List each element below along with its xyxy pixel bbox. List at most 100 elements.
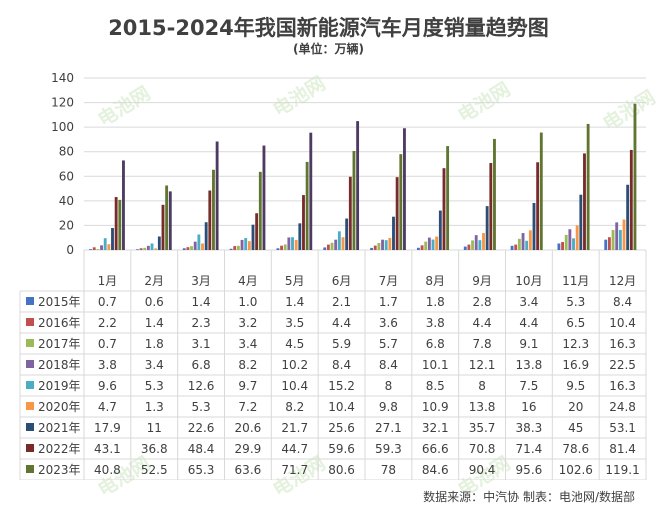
data-label: 8.4	[332, 358, 351, 372]
data-label: 78.6	[562, 442, 589, 456]
bar	[291, 237, 294, 250]
data-label: 84.6	[422, 463, 449, 477]
data-label: 3.4	[238, 337, 257, 351]
bar	[528, 230, 532, 250]
data-label: 16	[521, 400, 536, 414]
bar	[348, 176, 352, 250]
data-label: 4.7	[98, 400, 117, 414]
data-label: 2.8	[473, 295, 492, 309]
data-label: 78	[381, 463, 396, 477]
data-label: 29.9	[235, 442, 262, 456]
y-tick-label: 100	[51, 120, 74, 134]
bar	[262, 145, 266, 250]
data-label: 52.5	[141, 463, 168, 477]
bar	[532, 202, 536, 250]
data-label: 4.5	[285, 337, 304, 351]
bar	[626, 184, 630, 250]
data-label: 9.5	[566, 379, 585, 393]
data-label: 7.8	[473, 337, 492, 351]
data-label: 12.6	[188, 379, 215, 393]
bar	[330, 242, 334, 250]
data-label: 80.6	[328, 463, 355, 477]
x-tick-label: 5月	[285, 274, 305, 288]
source-note: 数据来源：中汽协 制表：电池网/数据部	[423, 490, 635, 504]
bar	[258, 171, 262, 250]
bar	[190, 246, 193, 250]
data-label: 0.7	[98, 295, 117, 309]
data-label: 3.8	[98, 358, 117, 372]
legend-swatch	[26, 297, 34, 305]
bar	[96, 249, 100, 250]
data-label: 13.8	[516, 358, 543, 372]
bar	[579, 194, 583, 250]
data-label: 5.7	[379, 337, 398, 351]
bar	[233, 246, 237, 250]
bar	[236, 245, 240, 250]
bar	[467, 244, 471, 250]
legend-swatch	[26, 402, 34, 410]
bar	[89, 249, 93, 250]
data-label: 71.7	[281, 463, 308, 477]
data-label: 7.2	[238, 400, 257, 414]
x-tick-label: 11月	[562, 274, 589, 288]
data-label: 24.8	[609, 400, 636, 414]
bar	[373, 245, 377, 250]
bar	[341, 237, 345, 250]
bar	[186, 247, 190, 250]
data-label: 9.7	[238, 379, 257, 393]
bar	[197, 234, 201, 250]
bar	[161, 204, 165, 250]
bar	[146, 245, 150, 250]
data-label: 11	[147, 421, 162, 435]
bar	[493, 138, 496, 250]
gridlines	[84, 77, 646, 251]
bar	[215, 141, 219, 250]
bar	[510, 245, 514, 250]
bar	[247, 241, 251, 250]
bar	[384, 240, 388, 250]
data-label: 22.5	[609, 358, 636, 372]
bar	[122, 160, 125, 250]
x-tick-label: 12月	[609, 274, 636, 288]
data-label: 3.5	[285, 316, 304, 330]
bar	[392, 216, 395, 250]
bar	[283, 244, 287, 250]
data-label: 81.4	[609, 442, 636, 456]
bar	[399, 154, 403, 250]
data-label: 6.8	[192, 358, 211, 372]
bar-chart: 0 20 40 60 80 100 120 140 1月 2月 3月 4月 5月 6月 7月 8月 9月 10月…	[19, 71, 647, 480]
bar	[403, 128, 406, 250]
bar	[572, 238, 575, 250]
bar	[463, 246, 467, 250]
bar	[370, 247, 374, 250]
bar	[381, 239, 384, 250]
data-label: 1.8	[145, 337, 164, 351]
x-tick-label: 7月	[379, 274, 399, 288]
data-label: 48.4	[188, 442, 215, 456]
bar	[114, 197, 118, 250]
bar	[482, 233, 485, 250]
data-label: 43.1	[94, 442, 121, 456]
legend-label: 2019年	[38, 379, 81, 393]
bar	[168, 191, 172, 250]
bar	[427, 237, 431, 250]
data-label: 2.1	[332, 295, 351, 309]
data-label: 36.8	[141, 442, 168, 456]
bar	[435, 236, 439, 250]
bar	[438, 210, 442, 250]
y-axis: 0 20 40 60 80 100 120 140	[51, 71, 74, 257]
data-label: 38.3	[516, 421, 543, 435]
bar	[165, 185, 169, 250]
bar	[395, 177, 399, 250]
bar	[517, 238, 521, 250]
data-label: 8.5	[426, 379, 445, 393]
data-label: 6.5	[566, 316, 585, 330]
data-label: 5.3	[192, 400, 211, 414]
bar	[485, 206, 489, 250]
bar	[442, 168, 446, 250]
bar	[212, 169, 215, 250]
data-label: 0.7	[98, 337, 117, 351]
data-label: 8.2	[285, 400, 304, 414]
data-label: 5.9	[332, 337, 351, 351]
